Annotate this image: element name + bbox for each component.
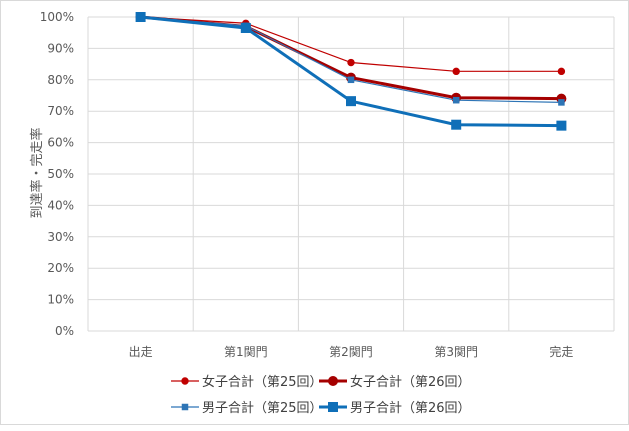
y-tick-label: 30% [47, 230, 74, 244]
y-tick-label: 90% [47, 41, 74, 55]
data-point [347, 58, 355, 67]
series-2 [135, 12, 567, 104]
data-point [181, 377, 189, 385]
y-axis-ticks: 0% 10% 20% 30% 40% 50% 60% 70% 80% 90% 100% [40, 10, 74, 338]
y-tick-label: 80% [47, 73, 74, 87]
legend-label: 女子合計（第25回） [202, 374, 323, 390]
legend-item: 男子合計（第26回） [319, 400, 471, 416]
data-point [452, 96, 460, 104]
data-point [451, 119, 462, 130]
y-tick-label: 50% [47, 167, 74, 181]
legend-item: 女子合計（第25回） [171, 374, 323, 390]
y-tick-label: 40% [47, 198, 74, 212]
data-point [135, 12, 146, 22]
x-tick-label: 第1関門 [224, 345, 268, 359]
x-tick-label: 第2関門 [329, 345, 373, 359]
legend-label: 男子合計（第26回） [350, 400, 471, 416]
x-tick-label: 第3関門 [434, 345, 478, 359]
data-point [347, 76, 355, 84]
legend-item: 女子合計（第26回） [319, 374, 471, 390]
y-tick-label: 70% [47, 104, 74, 118]
grid-lines [87, 16, 615, 332]
series-line [140, 15, 562, 101]
y-tick-label: 0% [55, 324, 74, 338]
data-point [328, 402, 338, 412]
series-group [135, 12, 567, 131]
data-point [556, 120, 567, 131]
data-point [240, 22, 251, 33]
x-axis-ticks: 出走 第1関門 第2関門 第3関門 完走 [129, 344, 574, 359]
legend-label: 女子合計（第26回） [350, 374, 471, 390]
data-point [328, 376, 338, 386]
y-tick-label: 60% [47, 136, 74, 150]
legend: 女子合計（第25回） 女子合計（第26回） 男子合計（第25回） 男子合計（第26回） [171, 374, 471, 416]
y-tick-label: 20% [47, 261, 74, 275]
legend-item: 男子合計（第25回） [171, 400, 323, 416]
data-point [346, 96, 356, 107]
x-tick-label: 完走 [549, 344, 573, 359]
y-axis-label: 到達率・完走率 [29, 127, 45, 218]
series-4 [135, 12, 567, 131]
y-tick-label: 10% [47, 293, 74, 307]
x-tick-label: 出走 [129, 345, 153, 359]
data-point [181, 403, 189, 411]
data-point [557, 67, 566, 76]
legend-label: 男子合計（第25回） [202, 400, 323, 416]
data-point [558, 99, 565, 106]
y-tick-label: 100% [40, 10, 74, 24]
data-point [452, 67, 460, 76]
